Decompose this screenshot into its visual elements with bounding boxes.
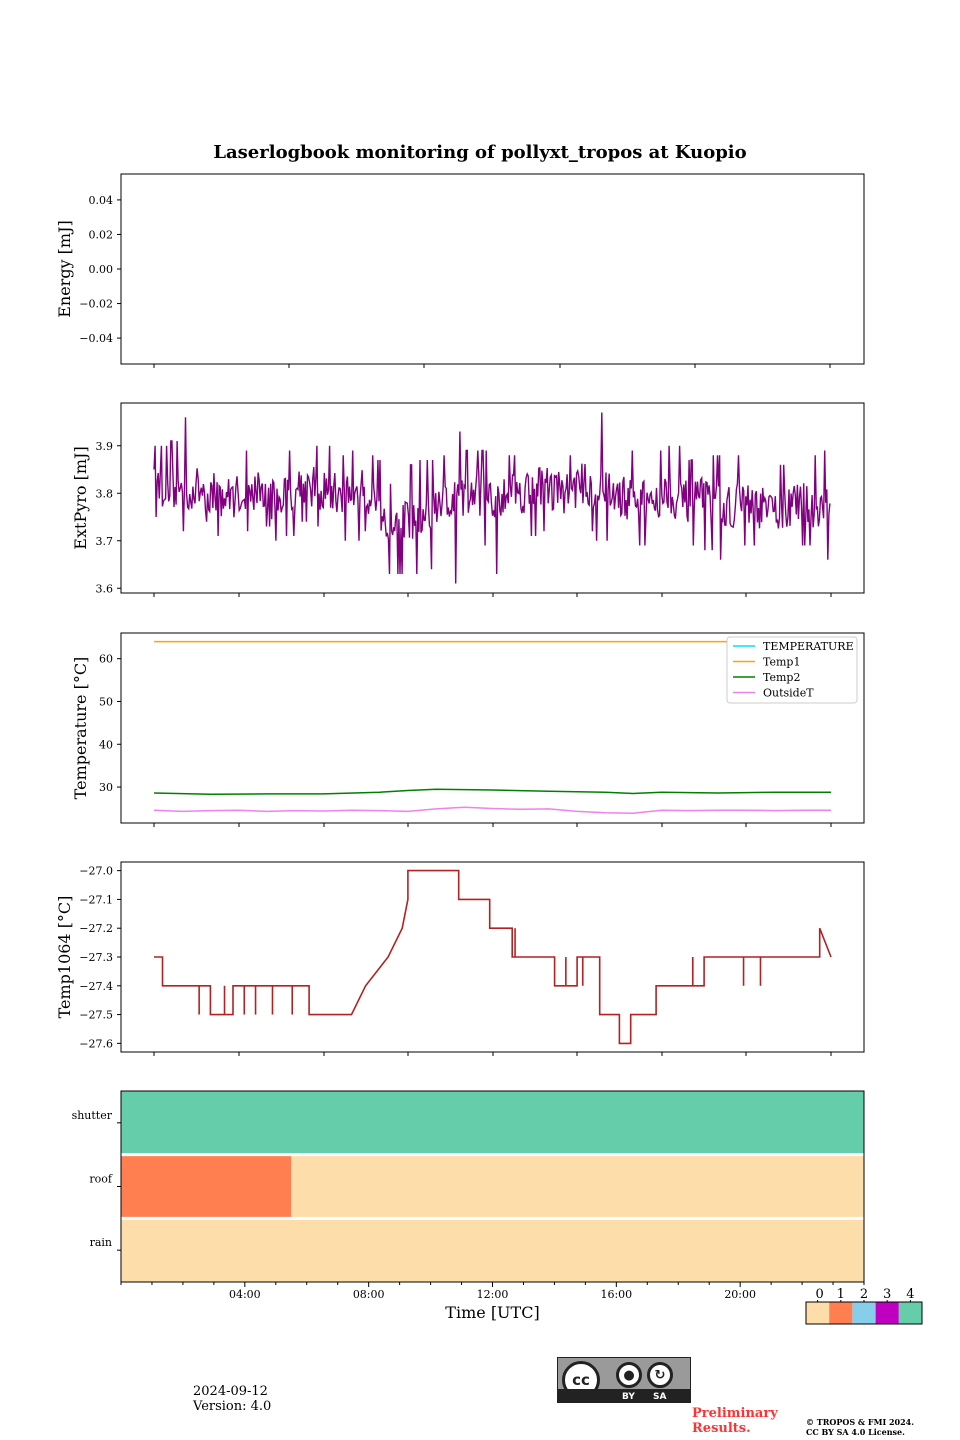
copyright-line-2: CC BY SA 4.0 License. <box>806 1427 905 1437</box>
colorbar-label: 3 <box>883 1287 891 1302</box>
colorbar-swatch <box>898 1302 922 1324</box>
y-tick-label: 60 <box>99 653 113 666</box>
version-label: Version: 4.0 <box>193 1399 272 1414</box>
x-axis-label: Time [UTC] <box>445 1303 539 1322</box>
y-tick-label: −0.02 <box>79 298 113 311</box>
legend-entry: Temp2 <box>763 671 800 684</box>
status-cell-rain <box>121 1218 864 1282</box>
colorbar-label: 2 <box>860 1287 868 1302</box>
y-axis-label: Temperature [°C] <box>71 657 90 800</box>
status-row-label-rain: rain <box>90 1236 112 1249</box>
colorbar-swatch <box>829 1302 853 1324</box>
series-line-temp2 <box>153 788 831 796</box>
y-axis-label: Energy [mJ] <box>55 220 74 318</box>
status-cell-roof <box>121 1154 292 1219</box>
preliminary-results-note: Preliminary Results. <box>692 1406 778 1436</box>
y-tick-label: −27.2 <box>79 922 113 935</box>
copyright-line-1: © TROPOS & FMI 2024. <box>806 1417 915 1427</box>
y-tick-label: 3.9 <box>96 440 114 453</box>
temp1064-series-line <box>154 869 832 1045</box>
colorbar-swatch <box>806 1302 830 1324</box>
date-label: 2024-09-12 <box>193 1384 268 1399</box>
y-tick-label: −27.1 <box>79 893 113 906</box>
y-tick-label: −27.0 <box>79 865 113 878</box>
x-tick-label: 16:00 <box>600 1288 632 1301</box>
colorbar-label: 0 <box>815 1287 823 1302</box>
status-cell-shutter <box>121 1091 864 1155</box>
y-tick-label: 3.6 <box>96 582 114 595</box>
y-tick-label: 50 <box>99 695 113 708</box>
preliminary-line-2: Results. <box>692 1421 751 1436</box>
y-tick-label: 3.7 <box>96 535 114 548</box>
cc-license-badge: cc ● ↻ BY SA <box>557 1357 691 1403</box>
status-row-label-roof: roof <box>89 1173 113 1186</box>
copyright-note: © TROPOS & FMI 2024. CC BY SA 4.0 Licens… <box>806 1417 914 1437</box>
y-tick-label: −27.6 <box>79 1037 113 1050</box>
energy-panel-frame <box>120 173 865 365</box>
by-person-icon: ● <box>616 1362 642 1388</box>
y-tick-label: 0.02 <box>89 228 114 241</box>
y-tick-label: −0.04 <box>79 332 113 345</box>
y-tick-label: 30 <box>99 781 113 794</box>
legend-box <box>726 636 858 704</box>
x-tick-label: 12:00 <box>477 1288 509 1301</box>
preliminary-line-1: Preliminary <box>692 1406 778 1421</box>
figure-title: Laserlogbook monitoring of pollyxt_tropo… <box>213 142 746 163</box>
colorbar-label: 4 <box>906 1287 914 1302</box>
y-axis-label: Temp1064 [°C] <box>55 896 74 1019</box>
y-tick-label: −27.4 <box>79 980 113 993</box>
y-tick-label: −27.5 <box>79 1009 113 1022</box>
date-version-block: 2024-09-12 Version: 4.0 <box>193 1384 271 1414</box>
x-tick-label: 20:00 <box>724 1288 756 1301</box>
x-tick-label: 04:00 <box>229 1288 261 1301</box>
sa-share-alike-icon: ↻ <box>647 1362 673 1388</box>
status-row-label-shutter: shutter <box>72 1109 113 1122</box>
y-tick-label: 0.04 <box>89 194 114 207</box>
y-axis-label: ExtPyro [mJ] <box>71 446 90 549</box>
x-tick-label: 08:00 <box>353 1288 385 1301</box>
colorbar-swatch <box>875 1302 899 1324</box>
extpyro-series-line <box>153 412 831 584</box>
y-tick-label: −27.3 <box>79 951 113 964</box>
status-cell-roof <box>291 1154 864 1219</box>
y-tick-label: 40 <box>99 738 113 751</box>
y-tick-label: 3.8 <box>96 487 114 500</box>
badge-by-label: BY <box>622 1392 635 1402</box>
badge-sa-label: SA <box>653 1392 667 1402</box>
y-tick-label: 0.00 <box>89 263 114 276</box>
colorbar-frame <box>805 1301 923 1325</box>
legend-entry: OutsideT <box>763 687 814 700</box>
legend-entry: Temp1 <box>763 656 800 669</box>
legend-entry: TEMPERATURE <box>763 640 854 653</box>
colorbar-swatch <box>852 1302 876 1324</box>
series-line-outsidet <box>153 806 831 814</box>
colorbar-label: 1 <box>837 1287 845 1302</box>
